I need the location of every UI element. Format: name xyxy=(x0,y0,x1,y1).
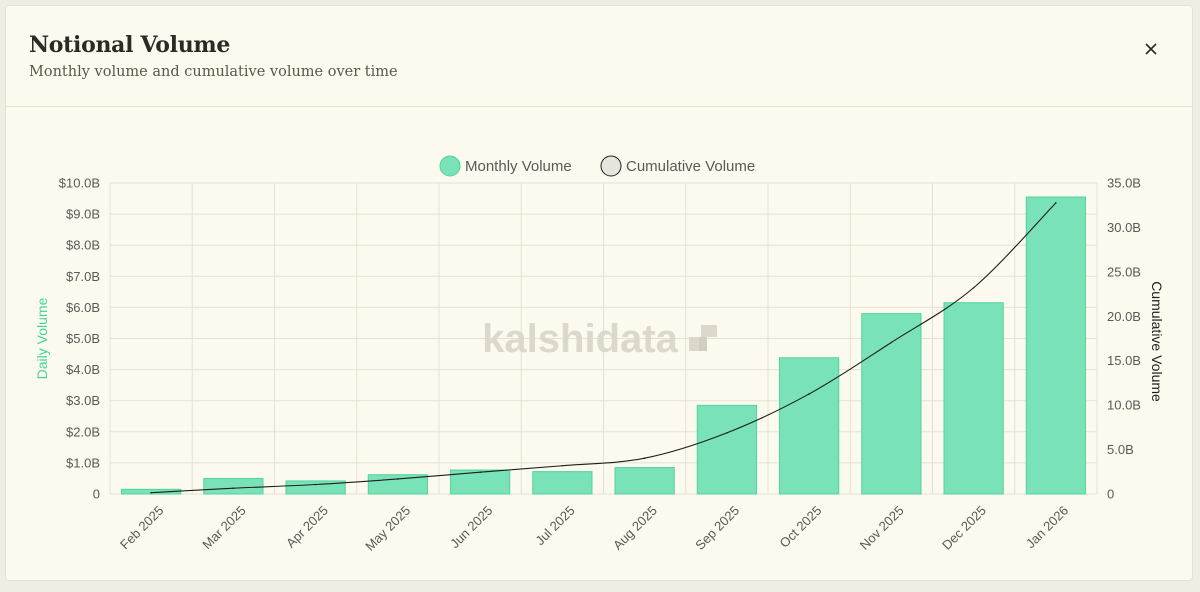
x-tick: Oct 2025 xyxy=(777,503,825,551)
bar-monthly-volume xyxy=(532,471,593,495)
y-tick-label: 0 xyxy=(93,487,100,502)
x-tick: Feb 2025 xyxy=(117,503,166,552)
x-tick-label: Dec 2025 xyxy=(939,503,989,553)
x-tick: Apr 2025 xyxy=(283,503,331,551)
x-tick: Jan 2026 xyxy=(1023,503,1071,551)
y2-tick-label: 10.0B xyxy=(1107,398,1141,413)
y2-tick-label: 15.0B xyxy=(1107,353,1141,368)
bar-monthly-volume xyxy=(614,467,675,495)
bar-monthly-volume xyxy=(1025,196,1086,495)
legend-item-monthly-volume[interactable]: Monthly Volume xyxy=(439,155,572,177)
x-tick-label: Jan 2026 xyxy=(1023,503,1071,551)
cumulative-volume-point xyxy=(726,432,728,434)
x-tick-label: Jul 2025 xyxy=(532,503,577,548)
x-tick-label: May 2025 xyxy=(362,503,413,554)
legend-item-cumulative-volume[interactable]: Cumulative Volume xyxy=(600,155,755,177)
page-title: Notional Volume xyxy=(29,32,231,58)
bar-monthly-volume xyxy=(696,404,757,495)
cumulative-volume-point xyxy=(232,487,235,490)
card-header: Notional Volume Monthly volume and cumul… xyxy=(6,6,1192,107)
y-tick-label: $6.0B xyxy=(66,300,100,315)
y2-tick-label: 0 xyxy=(1107,487,1114,502)
bar-monthly-volume xyxy=(121,488,182,495)
bar-monthly-volume xyxy=(943,302,1004,495)
y-tick-label: $4.0B xyxy=(66,362,100,377)
y-tick-label: $9.0B xyxy=(66,207,100,222)
legend-label-cumulative: Cumulative Volume xyxy=(626,158,755,175)
y-tick-label: $7.0B xyxy=(66,269,100,284)
cumulative-volume-point xyxy=(314,483,317,486)
x-tick: Aug 2025 xyxy=(610,503,660,553)
x-tick: Nov 2025 xyxy=(857,503,907,553)
cumulative-volume-point xyxy=(890,341,893,344)
close-icon xyxy=(1145,43,1157,55)
y2-tick-label: 35.0B xyxy=(1107,176,1141,191)
x-tick-label: Jun 2025 xyxy=(447,503,495,551)
chart-card: Notional Volume Monthly volume and cumul… xyxy=(5,5,1193,581)
x-tick-label: Aug 2025 xyxy=(610,503,660,553)
legend-swatch-monthly xyxy=(439,155,461,177)
x-tick-label: Feb 2025 xyxy=(117,503,166,552)
y2-tick-label: 20.0B xyxy=(1107,309,1141,324)
cumulative-volume-point xyxy=(397,478,399,480)
legend-swatch-cumulative xyxy=(600,155,622,177)
x-tick: Dec 2025 xyxy=(939,503,989,553)
y-axis-title: Daily Volume xyxy=(34,297,50,379)
cumulative-volume-point xyxy=(808,393,810,395)
y-tick-label: $3.0B xyxy=(66,393,100,408)
cumulative-volume-point xyxy=(643,457,646,459)
x-tick: Jul 2025 xyxy=(532,503,577,548)
cumulative-volume-point xyxy=(972,286,975,289)
cumulative-volume-point xyxy=(1055,202,1057,204)
x-tick-label: Oct 2025 xyxy=(777,503,825,551)
y2-tick-label: 30.0B xyxy=(1107,220,1141,235)
y2-tick-label: 5.0B xyxy=(1107,442,1134,457)
x-tick-label: Sep 2025 xyxy=(692,503,742,553)
bar-monthly-volume xyxy=(779,357,840,495)
x-tick-label: Nov 2025 xyxy=(857,503,907,553)
x-tick: Jun 2025 xyxy=(447,503,495,551)
y-tick-label: $10.0B xyxy=(59,176,100,191)
close-button[interactable] xyxy=(1138,36,1164,62)
page-subtitle: Monthly volume and cumulative volume ove… xyxy=(29,64,398,80)
y2-tick-label: 25.0B xyxy=(1107,264,1141,279)
watermark-text: kalshidata xyxy=(482,317,678,361)
y-tick-label: $2.0B xyxy=(66,424,100,439)
bar-monthly-volume xyxy=(285,480,346,495)
x-tick: May 2025 xyxy=(362,503,413,554)
watermark-logo-icon xyxy=(689,325,717,351)
x-tick: Mar 2025 xyxy=(199,503,248,552)
bar-monthly-volume xyxy=(203,477,264,495)
x-tick-label: Apr 2025 xyxy=(283,503,331,551)
legend-label-monthly: Monthly Volume xyxy=(465,158,572,175)
x-tick-label: Mar 2025 xyxy=(199,503,248,552)
cumulative-volume-line xyxy=(151,202,1057,494)
bar-monthly-volume xyxy=(861,313,922,495)
y-tick-label: $1.0B xyxy=(66,455,100,470)
cumulative-volume-point xyxy=(479,471,481,473)
bar-monthly-volume xyxy=(450,469,511,495)
cumulative-volume-point xyxy=(150,491,152,494)
y-tick-label: $5.0B xyxy=(66,331,100,346)
watermark: kalshidata xyxy=(482,317,717,361)
y2-axis-title: Cumulative Volume xyxy=(1149,281,1165,402)
cumulative-volume-point xyxy=(561,464,564,467)
x-tick: Sep 2025 xyxy=(692,503,742,553)
y-tick-label: $8.0B xyxy=(66,238,100,253)
